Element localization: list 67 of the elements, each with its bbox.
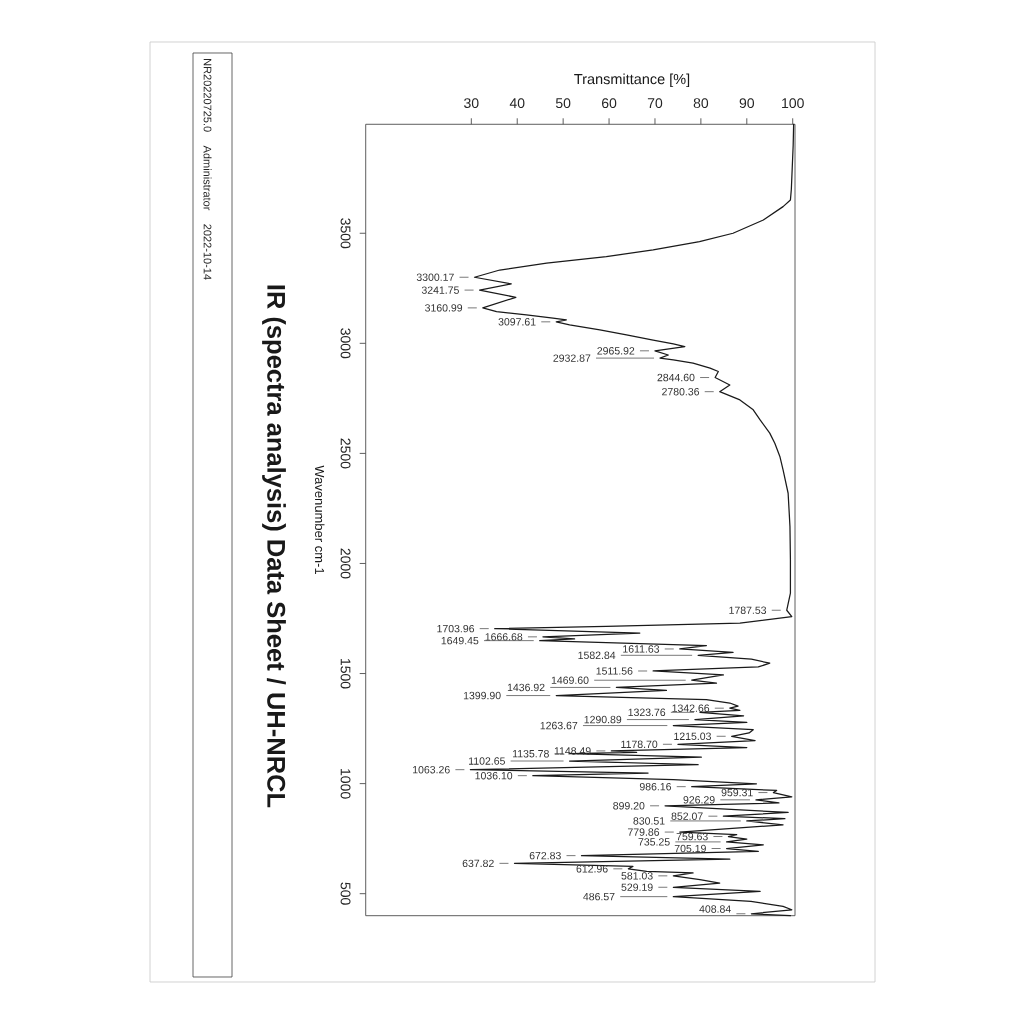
annotation: 2932.87 [553, 354, 591, 362]
annotation: 486.57 [583, 892, 615, 901]
annotation: 1290.89 [584, 715, 622, 724]
annotation: 2844.60 [657, 373, 695, 382]
annotation: 1148.49 [554, 747, 591, 755]
annotation: 529.19 [621, 883, 653, 891]
annotation: 1323.76 [628, 708, 666, 717]
x-tick-label: 100 [782, 98, 804, 109]
annotation: 1649.45 [441, 636, 479, 645]
y-tick-label: 1000 [340, 769, 351, 799]
annotation: 3160.99 [425, 304, 463, 312]
x-tick-label: 60 [601, 98, 617, 109]
annotation: 1469.60 [551, 676, 589, 684]
text: Administrator [203, 145, 212, 211]
annotation: 612.96 [576, 865, 608, 873]
annotation: 986.16 [639, 782, 672, 791]
x-tick-label: 50 [555, 98, 571, 109]
annotation: 1263.67 [540, 721, 578, 730]
y-tick-label: 2500 [340, 438, 351, 469]
y-tick-label: 1500 [340, 659, 351, 689]
annotation: 735.25 [638, 838, 670, 846]
x-tick-label: 90 [739, 98, 755, 109]
annotation: 1178.70 [621, 740, 658, 748]
annotation: 1102.65 [469, 757, 505, 765]
annotation: 3300.17 [416, 273, 454, 281]
y-tick-label: 3000 [340, 328, 351, 359]
annotation: 1611.63 [623, 645, 660, 653]
annotation: 1511.56 [596, 667, 633, 675]
annotation: 1135.78 [512, 750, 549, 758]
annotation: 1666.68 [485, 633, 523, 641]
annotation: 2780.36 [662, 387, 700, 396]
annotation: 672.83 [529, 851, 561, 860]
annotation: 581.03 [621, 872, 653, 880]
annotation: 1063.26 [413, 765, 450, 774]
annotation: 1215.03 [674, 732, 711, 740]
annotation: 959.31 [721, 788, 753, 797]
y-tick-label: 2000 [340, 548, 351, 579]
annotation: 1342.66 [672, 704, 710, 712]
annotation: 1787.53 [729, 606, 767, 614]
annotation: 830.51 [633, 817, 665, 825]
y-tick-label: 500 [340, 882, 351, 905]
y-axis-title: Wavenumber cm-1 [314, 465, 325, 574]
text: 2022-10-14 [203, 224, 212, 280]
x-tick-label: 80 [693, 98, 709, 109]
annotation: 1036.10 [475, 771, 513, 780]
x-tick-label: 70 [647, 98, 663, 109]
annotation: 1582.84 [578, 651, 616, 660]
annotation: 3241.75 [421, 286, 459, 294]
annotation: 408.84 [699, 905, 731, 913]
annotation: 705.19 [674, 844, 706, 853]
annotation: 899.20 [613, 802, 645, 810]
annotation: 759.63 [676, 832, 708, 841]
annotation: 779.86 [627, 828, 660, 836]
x-axis-title: Transmittance [%] [574, 73, 690, 88]
annotation: 1399.90 [463, 691, 501, 700]
annotation: 3097.61 [498, 318, 536, 326]
text: NR20220725.0 [203, 59, 212, 132]
annotation: 926.29 [683, 796, 715, 804]
annotation: 852.07 [671, 812, 703, 820]
annotation: 2965.92 [597, 347, 635, 355]
annotation: 1436.92 [507, 683, 545, 692]
y-tick-label: 3500 [340, 218, 351, 249]
annotation: 1703.96 [437, 624, 475, 633]
x-tick-label: 40 [509, 98, 525, 109]
x-tick-label: 30 [464, 98, 479, 109]
annotation: 637.82 [462, 859, 494, 868]
text: IR (spectra analysis) Data Sheet / UH-NRCL [262, 285, 286, 808]
